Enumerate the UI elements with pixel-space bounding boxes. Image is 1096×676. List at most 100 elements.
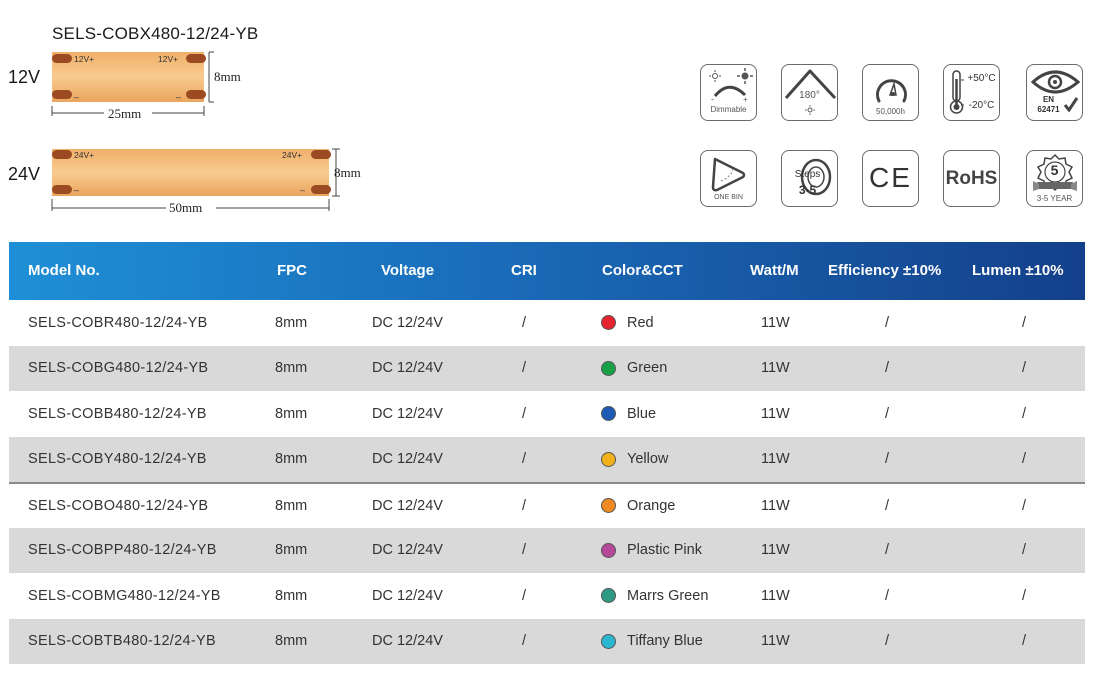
cell-watt: 11W bbox=[761, 497, 790, 514]
pos-label-right: 12V+ bbox=[158, 54, 178, 64]
header-lumen: Lumen ±10% bbox=[972, 262, 1064, 279]
table-row: SELS-COBPP480-12/24-YB 8mm DC 12/24V / P… bbox=[9, 527, 1085, 573]
color-name: Blue bbox=[627, 405, 657, 422]
table-row: SELS-COBG480-12/24-YB 8mm DC 12/24V / Gr… bbox=[9, 345, 1085, 392]
table-row: SELS-COBO480-12/24-YB 8mm DC 12/24V / Or… bbox=[9, 482, 1085, 528]
rohs-icon: RoHS bbox=[943, 150, 1000, 207]
color-swatch bbox=[601, 588, 616, 604]
cell-lumen: / bbox=[1022, 314, 1027, 331]
neg-label-right: – bbox=[176, 92, 181, 102]
cell-efficiency: / bbox=[885, 587, 890, 604]
cell-efficiency: / bbox=[885, 497, 890, 514]
cell-voltage: DC 12/24V bbox=[372, 451, 443, 468]
cell-cri: / bbox=[522, 360, 527, 377]
cell-watt: 11W bbox=[761, 314, 790, 331]
cell-watt: 11W bbox=[761, 451, 790, 468]
header-color-cct: Color&CCT bbox=[602, 262, 683, 279]
cell-fpc: 8mm bbox=[275, 633, 308, 650]
color-name: Tiffany Blue bbox=[627, 633, 703, 650]
cell-voltage: DC 12/24V bbox=[372, 497, 443, 514]
cell-efficiency: / bbox=[885, 314, 890, 331]
cell-lumen: / bbox=[1022, 360, 1027, 377]
cell-lumen: / bbox=[1022, 633, 1027, 650]
table-row: SELS-COBY480-12/24-YB 8mm DC 12/24V / Ye… bbox=[9, 436, 1085, 483]
table-row: SELS-COBMG480-12/24-YB 8mm DC 12/24V / M… bbox=[9, 573, 1085, 619]
width-label: 8mm bbox=[334, 165, 361, 180]
header-watt: Watt/M bbox=[750, 262, 799, 279]
cell-lumen: / bbox=[1022, 542, 1027, 559]
cell-model: SELS-COBTB480-12/24-YB bbox=[28, 633, 216, 650]
cell-fpc: 8mm bbox=[275, 405, 308, 422]
cell-model: SELS-COBG480-12/24-YB bbox=[28, 360, 209, 377]
temperature-icon: +50°C -20°C bbox=[943, 64, 1000, 121]
warranty-icon: 5 3-5 YEAR bbox=[1026, 150, 1083, 207]
cell-voltage: DC 12/24V bbox=[372, 542, 443, 559]
length-label: 25mm bbox=[108, 106, 141, 121]
header-fpc: FPC bbox=[277, 262, 307, 279]
cell-color: Tiffany Blue bbox=[601, 619, 703, 665]
strip-diagram-12v: 12V+ 12V+ – – 8mm 25mm bbox=[46, 50, 261, 126]
table-body: SELS-COBR480-12/24-YB 8mm DC 12/24V / Re… bbox=[9, 300, 1085, 664]
cell-cri: / bbox=[522, 542, 527, 559]
cell-watt: 11W bbox=[761, 360, 790, 377]
cell-lumen: / bbox=[1022, 497, 1027, 514]
cell-color: Yellow bbox=[601, 437, 668, 483]
one-bin-icon: ONE BIN bbox=[700, 150, 757, 207]
neg-label-left: – bbox=[74, 185, 79, 195]
cell-watt: 11W bbox=[761, 587, 790, 604]
ce-icon: CE bbox=[862, 150, 919, 207]
cell-fpc: 8mm bbox=[275, 542, 308, 559]
model-title: SELS-COBX480-12/24-YB bbox=[52, 24, 259, 43]
cell-model: SELS-COBPP480-12/24-YB bbox=[28, 542, 217, 559]
cell-color: Orange bbox=[601, 484, 675, 528]
cell-cri: / bbox=[522, 451, 527, 468]
cell-cri: / bbox=[522, 587, 527, 604]
steps-icon: Steps 3-5 bbox=[781, 150, 838, 207]
svg-text:+: + bbox=[743, 95, 748, 104]
cell-watt: 11W bbox=[761, 633, 790, 650]
color-name: Orange bbox=[627, 497, 676, 514]
strip-diagram-24v: 24V+ 24V+ – – 8mm 50mm bbox=[46, 145, 386, 219]
header-voltage: Voltage bbox=[381, 262, 435, 279]
cell-voltage: DC 12/24V bbox=[372, 314, 443, 331]
dimmable-icon: - + Dimmable bbox=[700, 64, 757, 121]
svg-text:-: - bbox=[711, 94, 714, 104]
color-swatch bbox=[601, 633, 616, 649]
voltage-label-24v: 24V bbox=[8, 164, 41, 184]
cell-voltage: DC 12/24V bbox=[372, 405, 443, 422]
cell-model: SELS-COBMG480-12/24-YB bbox=[28, 587, 221, 604]
cell-cri: / bbox=[522, 497, 527, 514]
color-swatch bbox=[601, 451, 616, 467]
cell-fpc: 8mm bbox=[275, 360, 308, 377]
cell-fpc: 8mm bbox=[275, 587, 308, 604]
color-name: Marrs Green bbox=[627, 587, 709, 604]
cell-fpc: 8mm bbox=[275, 314, 308, 331]
color-swatch bbox=[601, 360, 616, 376]
cell-cri: / bbox=[522, 405, 527, 422]
cell-model: SELS-COBB480-12/24-YB bbox=[28, 405, 207, 422]
table-row: SELS-COBTB480-12/24-YB 8mm DC 12/24V / T… bbox=[9, 618, 1085, 665]
width-label: 8mm bbox=[214, 69, 241, 84]
color-name: Yellow bbox=[627, 451, 669, 468]
color-swatch bbox=[601, 542, 616, 558]
cell-cri: / bbox=[522, 633, 527, 650]
cell-color: Blue bbox=[601, 391, 656, 437]
cell-color: Marrs Green bbox=[601, 573, 708, 619]
table-row: SELS-COBB480-12/24-YB 8mm DC 12/24V / Bl… bbox=[9, 391, 1085, 437]
pos-label-right: 24V+ bbox=[282, 150, 302, 160]
spec-table: Model No. FPC Voltage CRI Color&CCT Watt… bbox=[9, 242, 1085, 664]
table-row: SELS-COBR480-12/24-YB 8mm DC 12/24V / Re… bbox=[9, 300, 1085, 346]
cell-voltage: DC 12/24V bbox=[372, 360, 443, 377]
lifetime-icon: 50,000h bbox=[862, 64, 919, 121]
table-header: Model No. FPC Voltage CRI Color&CCT Watt… bbox=[9, 242, 1085, 300]
color-name: Green bbox=[627, 360, 668, 377]
color-name: Plastic Pink bbox=[627, 542, 702, 559]
cell-cri: / bbox=[522, 314, 527, 331]
cell-model: SELS-COBR480-12/24-YB bbox=[28, 314, 208, 331]
cell-efficiency: / bbox=[885, 542, 890, 559]
cell-fpc: 8mm bbox=[275, 451, 308, 468]
cell-model: SELS-COBO480-12/24-YB bbox=[28, 497, 209, 514]
cell-lumen: / bbox=[1022, 587, 1027, 604]
cell-color: Green bbox=[601, 346, 667, 392]
voltage-label-12v: 12V bbox=[8, 67, 41, 87]
